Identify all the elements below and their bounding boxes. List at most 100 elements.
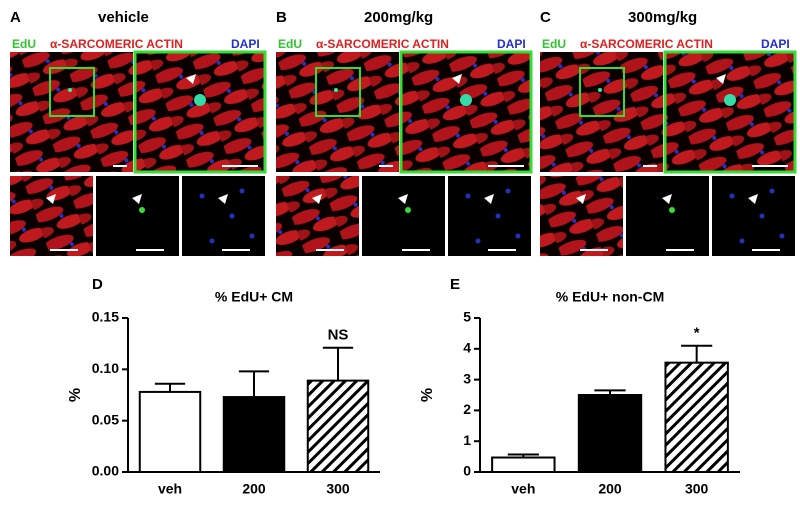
x-tick-label: 300 <box>326 481 350 497</box>
arrowhead <box>576 194 586 204</box>
stain-label: DAPI <box>231 37 260 51</box>
actin-channel <box>540 176 623 256</box>
zoom-box <box>579 67 625 117</box>
dapi-nucleus <box>199 193 205 199</box>
x-tick-label: 200 <box>242 481 266 497</box>
chart-title: % EdU+ CM <box>215 289 293 305</box>
micrograph <box>540 52 663 172</box>
x-tick-label: 300 <box>685 481 709 497</box>
panel-title: vehicle <box>98 9 149 26</box>
edu-nucleus <box>139 207 145 213</box>
dapi-nucleus <box>495 213 501 219</box>
zoom-box <box>49 67 95 117</box>
bar <box>222 396 286 474</box>
arrowhead <box>46 194 56 204</box>
dapi-nucleus <box>249 233 255 239</box>
arrowhead <box>398 194 408 204</box>
y-tick-label: 0.00 <box>92 463 119 479</box>
panel-letter: B <box>276 9 287 26</box>
stain-label: DAPI <box>497 37 526 51</box>
edu-nucleus <box>405 207 411 213</box>
edu-nucleus <box>724 94 736 106</box>
bar <box>491 456 556 473</box>
micrograph <box>10 52 133 172</box>
stain-label: EdU <box>12 37 36 51</box>
bar <box>138 390 202 474</box>
dapi-nucleus <box>209 238 215 244</box>
arrowhead <box>186 74 196 84</box>
panel-letter: D <box>92 276 103 293</box>
arrowhead <box>484 194 494 204</box>
stain-label: DAPI <box>761 37 790 51</box>
arrowhead <box>132 194 142 204</box>
y-axis-label: % <box>67 388 84 402</box>
stain-label: α-SARCOMERIC ACTIN <box>50 37 183 51</box>
dapi-nucleus <box>779 233 785 239</box>
zoom-micrograph <box>399 50 533 174</box>
dapi-nucleus <box>759 213 765 219</box>
dapi-channel <box>448 176 531 256</box>
zoom-box <box>315 67 361 117</box>
stain-label: α-SARCOMERIC ACTIN <box>580 37 713 51</box>
edu-nucleus <box>334 88 338 92</box>
zoom-micrograph <box>663 50 797 174</box>
edu-channel <box>626 176 709 256</box>
stain-label: EdU <box>542 37 566 51</box>
y-axis-label: % <box>419 388 436 402</box>
y-tick-label: 0.10 <box>92 360 119 376</box>
arrowhead <box>716 74 726 84</box>
dapi-nucleus <box>505 188 511 194</box>
x-tick-label: veh <box>511 481 535 497</box>
panel-title: 200mg/kg <box>364 9 433 26</box>
y-tick-label: 0.05 <box>92 411 119 427</box>
stain-label: EdU <box>278 37 302 51</box>
dapi-nucleus <box>465 193 471 199</box>
actin-channel <box>276 176 359 256</box>
edu-nucleus <box>598 88 602 92</box>
y-tick-label: 0 <box>463 463 471 479</box>
dapi-nucleus <box>239 188 245 194</box>
y-tick-label: 3 <box>463 370 471 386</box>
annotation: NS <box>328 327 349 344</box>
micrograph <box>276 52 399 172</box>
dapi-nucleus <box>729 193 735 199</box>
edu-nucleus <box>669 207 675 213</box>
edu-channel <box>96 176 179 256</box>
dapi-nucleus <box>229 213 235 219</box>
panel-title: 300mg/kg <box>628 9 697 26</box>
y-tick-label: 1 <box>463 432 471 448</box>
y-tick-label: 5 <box>463 309 471 325</box>
stain-label: α-SARCOMERIC ACTIN <box>316 37 449 51</box>
arrowhead <box>748 194 758 204</box>
edu-nucleus <box>460 94 472 106</box>
y-tick-label: 0.15 <box>92 309 119 325</box>
edu-channel <box>362 176 445 256</box>
arrowhead <box>218 194 228 204</box>
bar <box>577 394 643 473</box>
dapi-nucleus <box>475 238 481 244</box>
panel-letter: C <box>540 9 551 26</box>
x-tick-label: veh <box>158 481 182 497</box>
y-tick-label: 2 <box>463 401 471 417</box>
dapi-nucleus <box>515 233 521 239</box>
panel-letter: A <box>10 9 21 26</box>
dapi-nucleus <box>739 238 745 244</box>
annotation: * <box>694 325 700 342</box>
bar <box>306 379 370 474</box>
arrowhead <box>312 194 322 204</box>
edu-nucleus <box>194 94 206 106</box>
arrowhead <box>452 74 462 84</box>
chart-title: % EdU+ non-CM <box>556 289 665 305</box>
dapi-channel <box>712 176 795 256</box>
actin-channel <box>10 176 93 256</box>
x-tick-label: 200 <box>598 481 622 497</box>
dapi-nucleus <box>769 188 775 194</box>
panel-letter: E <box>450 276 460 293</box>
arrowhead <box>662 194 672 204</box>
y-tick-label: 4 <box>463 340 471 356</box>
bar <box>664 361 729 473</box>
zoom-micrograph <box>133 50 267 174</box>
dapi-channel <box>182 176 265 256</box>
edu-nucleus <box>68 88 72 92</box>
